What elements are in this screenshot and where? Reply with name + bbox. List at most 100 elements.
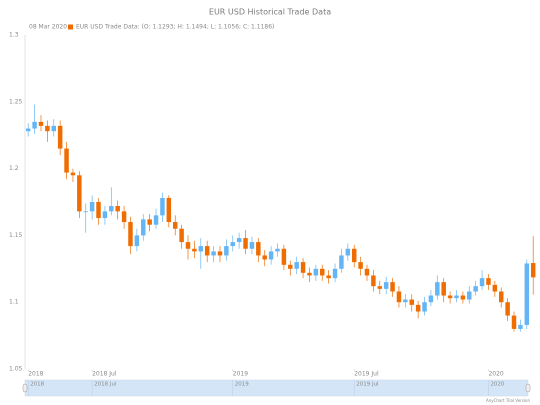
candle-body — [102, 211, 108, 219]
candle-body — [236, 238, 242, 243]
candle-body — [339, 255, 344, 269]
candle-body — [332, 268, 338, 279]
candle-body — [64, 148, 69, 173]
candle-body — [441, 282, 446, 296]
candle-body — [121, 211, 127, 223]
candle-body — [268, 251, 274, 260]
candle-body — [198, 246, 204, 252]
candle-body — [128, 222, 133, 247]
x-tick-label: 2019 — [233, 371, 248, 378]
candle-body — [320, 268, 325, 276]
candle-body — [166, 197, 172, 223]
candle-body — [204, 246, 210, 256]
candle-body — [383, 282, 389, 289]
candle-body — [364, 268, 370, 276]
y-tick-label: 1.25 — [9, 98, 23, 105]
candle-body — [530, 263, 536, 278]
candle-body — [486, 278, 491, 285]
scroller-handle[interactable] — [525, 383, 531, 393]
candle-body — [160, 197, 165, 216]
candle-body — [134, 235, 140, 247]
legend-date: 08 Mar 2020 — [29, 24, 67, 31]
candle-body — [313, 268, 319, 276]
candle-body — [377, 286, 383, 289]
scroller-handle[interactable] — [22, 383, 28, 393]
scroller-label: 2020 — [490, 382, 504, 388]
candle-body — [435, 282, 440, 296]
candle-body — [45, 125, 50, 132]
candle-body — [281, 248, 287, 265]
candle-body — [422, 302, 427, 312]
y-tick-label: 1.2 — [9, 165, 19, 172]
candle-body — [428, 295, 434, 303]
candle-body — [115, 206, 120, 212]
candle-body — [498, 291, 504, 303]
candle-body — [518, 324, 523, 329]
candle-body — [371, 275, 376, 287]
candle-body — [524, 263, 530, 325]
candle-body — [511, 315, 517, 329]
candle-body — [57, 125, 63, 149]
candle-body — [262, 255, 267, 260]
candle-body — [307, 272, 312, 276]
scroller-label: 2018 — [30, 382, 44, 388]
candle-body — [275, 248, 280, 252]
candle-body — [89, 202, 95, 212]
candle-body — [32, 121, 37, 129]
candle-body — [447, 295, 453, 299]
candle-body — [77, 175, 82, 212]
candle-body — [403, 299, 408, 303]
candle-body — [109, 206, 114, 212]
x-tick-label: 2018 Jul — [92, 371, 117, 378]
candle-body — [358, 262, 363, 269]
candle-body — [141, 219, 146, 236]
candle-body — [147, 219, 152, 225]
candle-body — [294, 262, 299, 269]
candle-body — [224, 246, 229, 256]
candle-body — [415, 304, 421, 312]
candle-body — [230, 242, 235, 247]
candle-body — [473, 286, 478, 292]
candle-body — [153, 215, 159, 225]
candle-body — [38, 121, 44, 126]
candle-body — [492, 284, 498, 292]
candle-body — [467, 291, 472, 300]
candle-body — [460, 295, 466, 300]
candle-body — [326, 275, 331, 279]
scroller-label: 2019 Jul — [356, 382, 379, 388]
candle-body — [256, 242, 261, 256]
candle-body — [288, 264, 293, 269]
y-tick-label: 1.15 — [9, 232, 23, 239]
candle-body — [249, 242, 255, 249]
candle-body — [505, 302, 510, 316]
candle-body — [211, 251, 216, 256]
legend-marker — [68, 24, 73, 30]
candle-body — [390, 282, 395, 292]
candle-body — [96, 202, 101, 219]
y-tick-label: 1.05 — [9, 366, 23, 373]
candle-body — [217, 251, 223, 256]
candle-body — [351, 248, 357, 263]
candle-body — [243, 238, 248, 249]
legend-text: EUR USD Trade Data: (O: 1.1293; H: 1.149… — [76, 24, 274, 31]
candle-body — [70, 172, 76, 176]
credit: AnyChart Trial Version — [486, 398, 531, 403]
candle-body — [185, 242, 191, 249]
candle-body — [345, 248, 351, 256]
candle-body — [192, 248, 197, 252]
candle-body — [454, 295, 459, 299]
x-tick-label: 2019 Jul — [354, 371, 379, 378]
candle-body — [51, 125, 57, 132]
candle-body — [300, 262, 306, 273]
x-tick-label: 2018 — [28, 371, 43, 378]
candle-body — [396, 291, 402, 303]
candle-body — [409, 299, 414, 305]
y-tick-label: 1.3 — [9, 32, 19, 39]
candle-body — [479, 278, 485, 287]
y-tick-label: 1.1 — [9, 299, 19, 306]
scroller-label: 2019 — [235, 382, 249, 388]
scroller-label: 2018 Jul — [94, 382, 117, 388]
candle-body — [172, 222, 178, 229]
x-tick-label: 2020 — [488, 371, 503, 378]
